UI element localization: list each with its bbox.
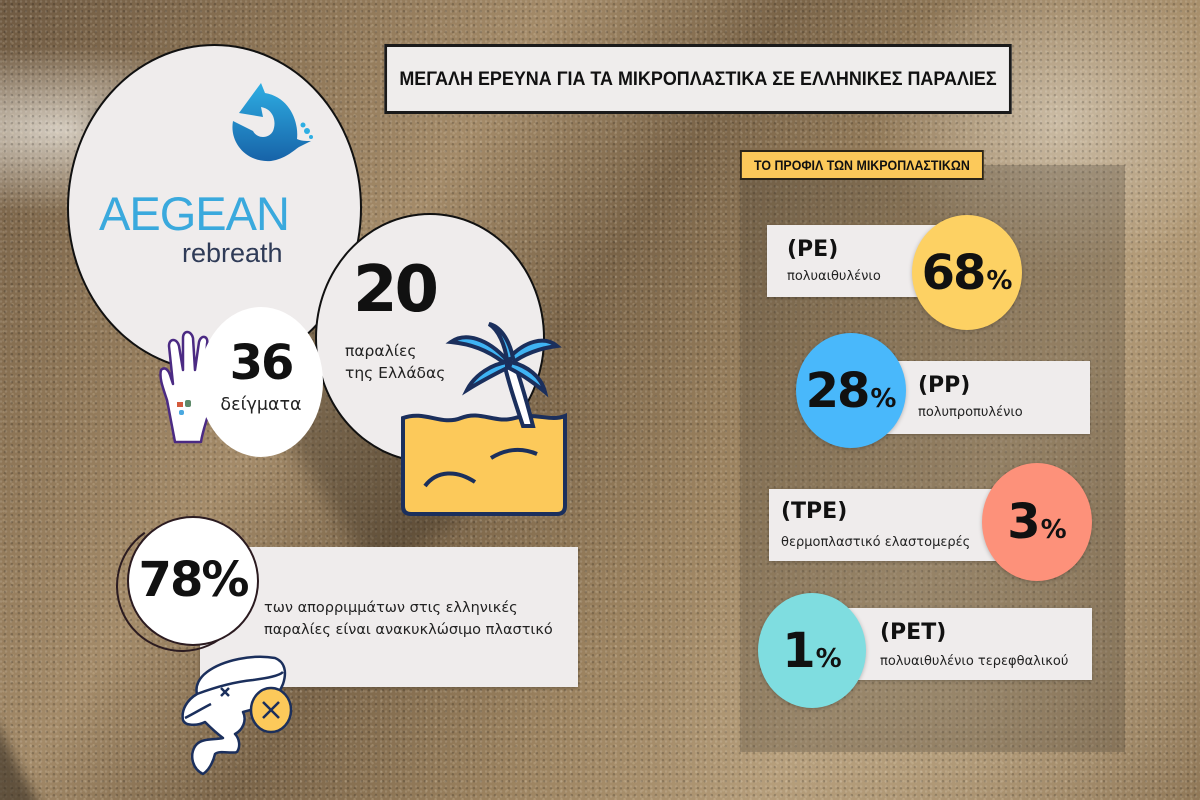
percent-sign: % (815, 643, 842, 674)
plastic-abbr: (PET) (880, 620, 947, 645)
samples-stat: 36 δείγματα (199, 307, 323, 457)
percent-value: 68 (921, 244, 987, 301)
plastic-name: πολυπροπυλένιο (918, 405, 1023, 420)
plastic-percent-pp: 28% (796, 333, 906, 448)
plastic-percent-pe: 68% (912, 215, 1022, 330)
shadow-overlay (0, 430, 85, 800)
beaches-label-line1: παραλίες (345, 342, 417, 360)
percent-sign: % (986, 265, 1013, 296)
beaches-label: παραλίες της Ελλάδας (345, 340, 445, 384)
plastic-abbr: (TPE) (781, 499, 848, 524)
logo-badge: AEGEAN rebreath (67, 44, 362, 372)
plastic-percent-tpe: 3% (982, 463, 1092, 581)
dead-fish-icon (181, 655, 293, 776)
plastic-card-tpe: (TPE) θερμοπλαστικό ελαστομερές (769, 489, 1009, 561)
recyclable-stat: 78% (127, 516, 259, 646)
percent-value: 1 (782, 622, 815, 679)
samples-label: δείγματα (220, 395, 302, 415)
plastic-abbr: (PE) (787, 237, 839, 262)
recyclable-text-line1: των απορριμμάτων στις ελληνικές (264, 600, 518, 616)
page-title-text: ΜΕΓΑΛΗ ΕΡΕΥΝΑ ΓΙΑ ΤΑ ΜΙΚΡΟΠΛΑΣΤΙΚΑ ΣΕ ΕΛ… (399, 67, 997, 90)
wave-arrow-icon (232, 83, 313, 162)
logo-subtitle: rebreath (182, 238, 283, 268)
plastic-name: πολυαιθυλένιο τερεφθαλικού (880, 654, 1069, 669)
recyclable-percent: 78% (138, 552, 250, 608)
plastic-percent-pet: 1% (758, 593, 866, 708)
percent-value: 3 (1007, 494, 1040, 550)
plastic-name: πολυαιθυλένιο (787, 269, 881, 284)
recyclable-text-line2: παραλίες είναι ανακυκλώσιμο πλαστικό (264, 622, 553, 638)
page-title: ΜΕΓΑΛΗ ΕΡΕΥΝΑ ΓΙΑ ΤΑ ΜΙΚΡΟΠΛΑΣΤΙΚΑ ΣΕ ΕΛ… (384, 44, 1012, 114)
beaches-label-line2: της Ελλάδας (345, 364, 446, 382)
logo-word: AEGEAN (99, 187, 290, 240)
plastic-abbr: (PP) (918, 373, 971, 398)
samples-count: 36 (229, 335, 295, 391)
beaches-count: 20 (353, 253, 439, 327)
profile-heading-text: ΤΟ ΠΡΟΦΙΛ ΤΩΝ ΜΙΚΡΟΠΛΑΣΤΙΚΩΝ (753, 157, 970, 173)
percent-value: 28 (805, 362, 871, 419)
percent-sign: % (1040, 515, 1067, 545)
plastic-card-pet: (PET) πολυαιθυλένιο τερεφθαλικού (840, 608, 1092, 680)
palm-beach-icon (401, 322, 567, 516)
recyclable-description: των απορριμμάτων στις ελληνικές παραλίες… (264, 597, 553, 641)
percent-sign: % (870, 383, 897, 414)
profile-heading: ΤΟ ΠΡΟΦΙΛ ΤΩΝ ΜΙΚΡΟΠΛΑΣΤΙΚΩΝ (740, 150, 984, 180)
plastic-name: θερμοπλαστικό ελαστομερές (781, 535, 971, 550)
